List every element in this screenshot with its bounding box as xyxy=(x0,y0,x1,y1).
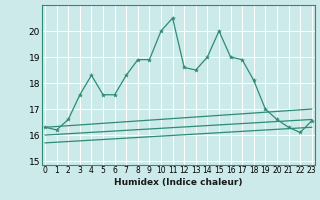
X-axis label: Humidex (Indice chaleur): Humidex (Indice chaleur) xyxy=(114,178,243,187)
